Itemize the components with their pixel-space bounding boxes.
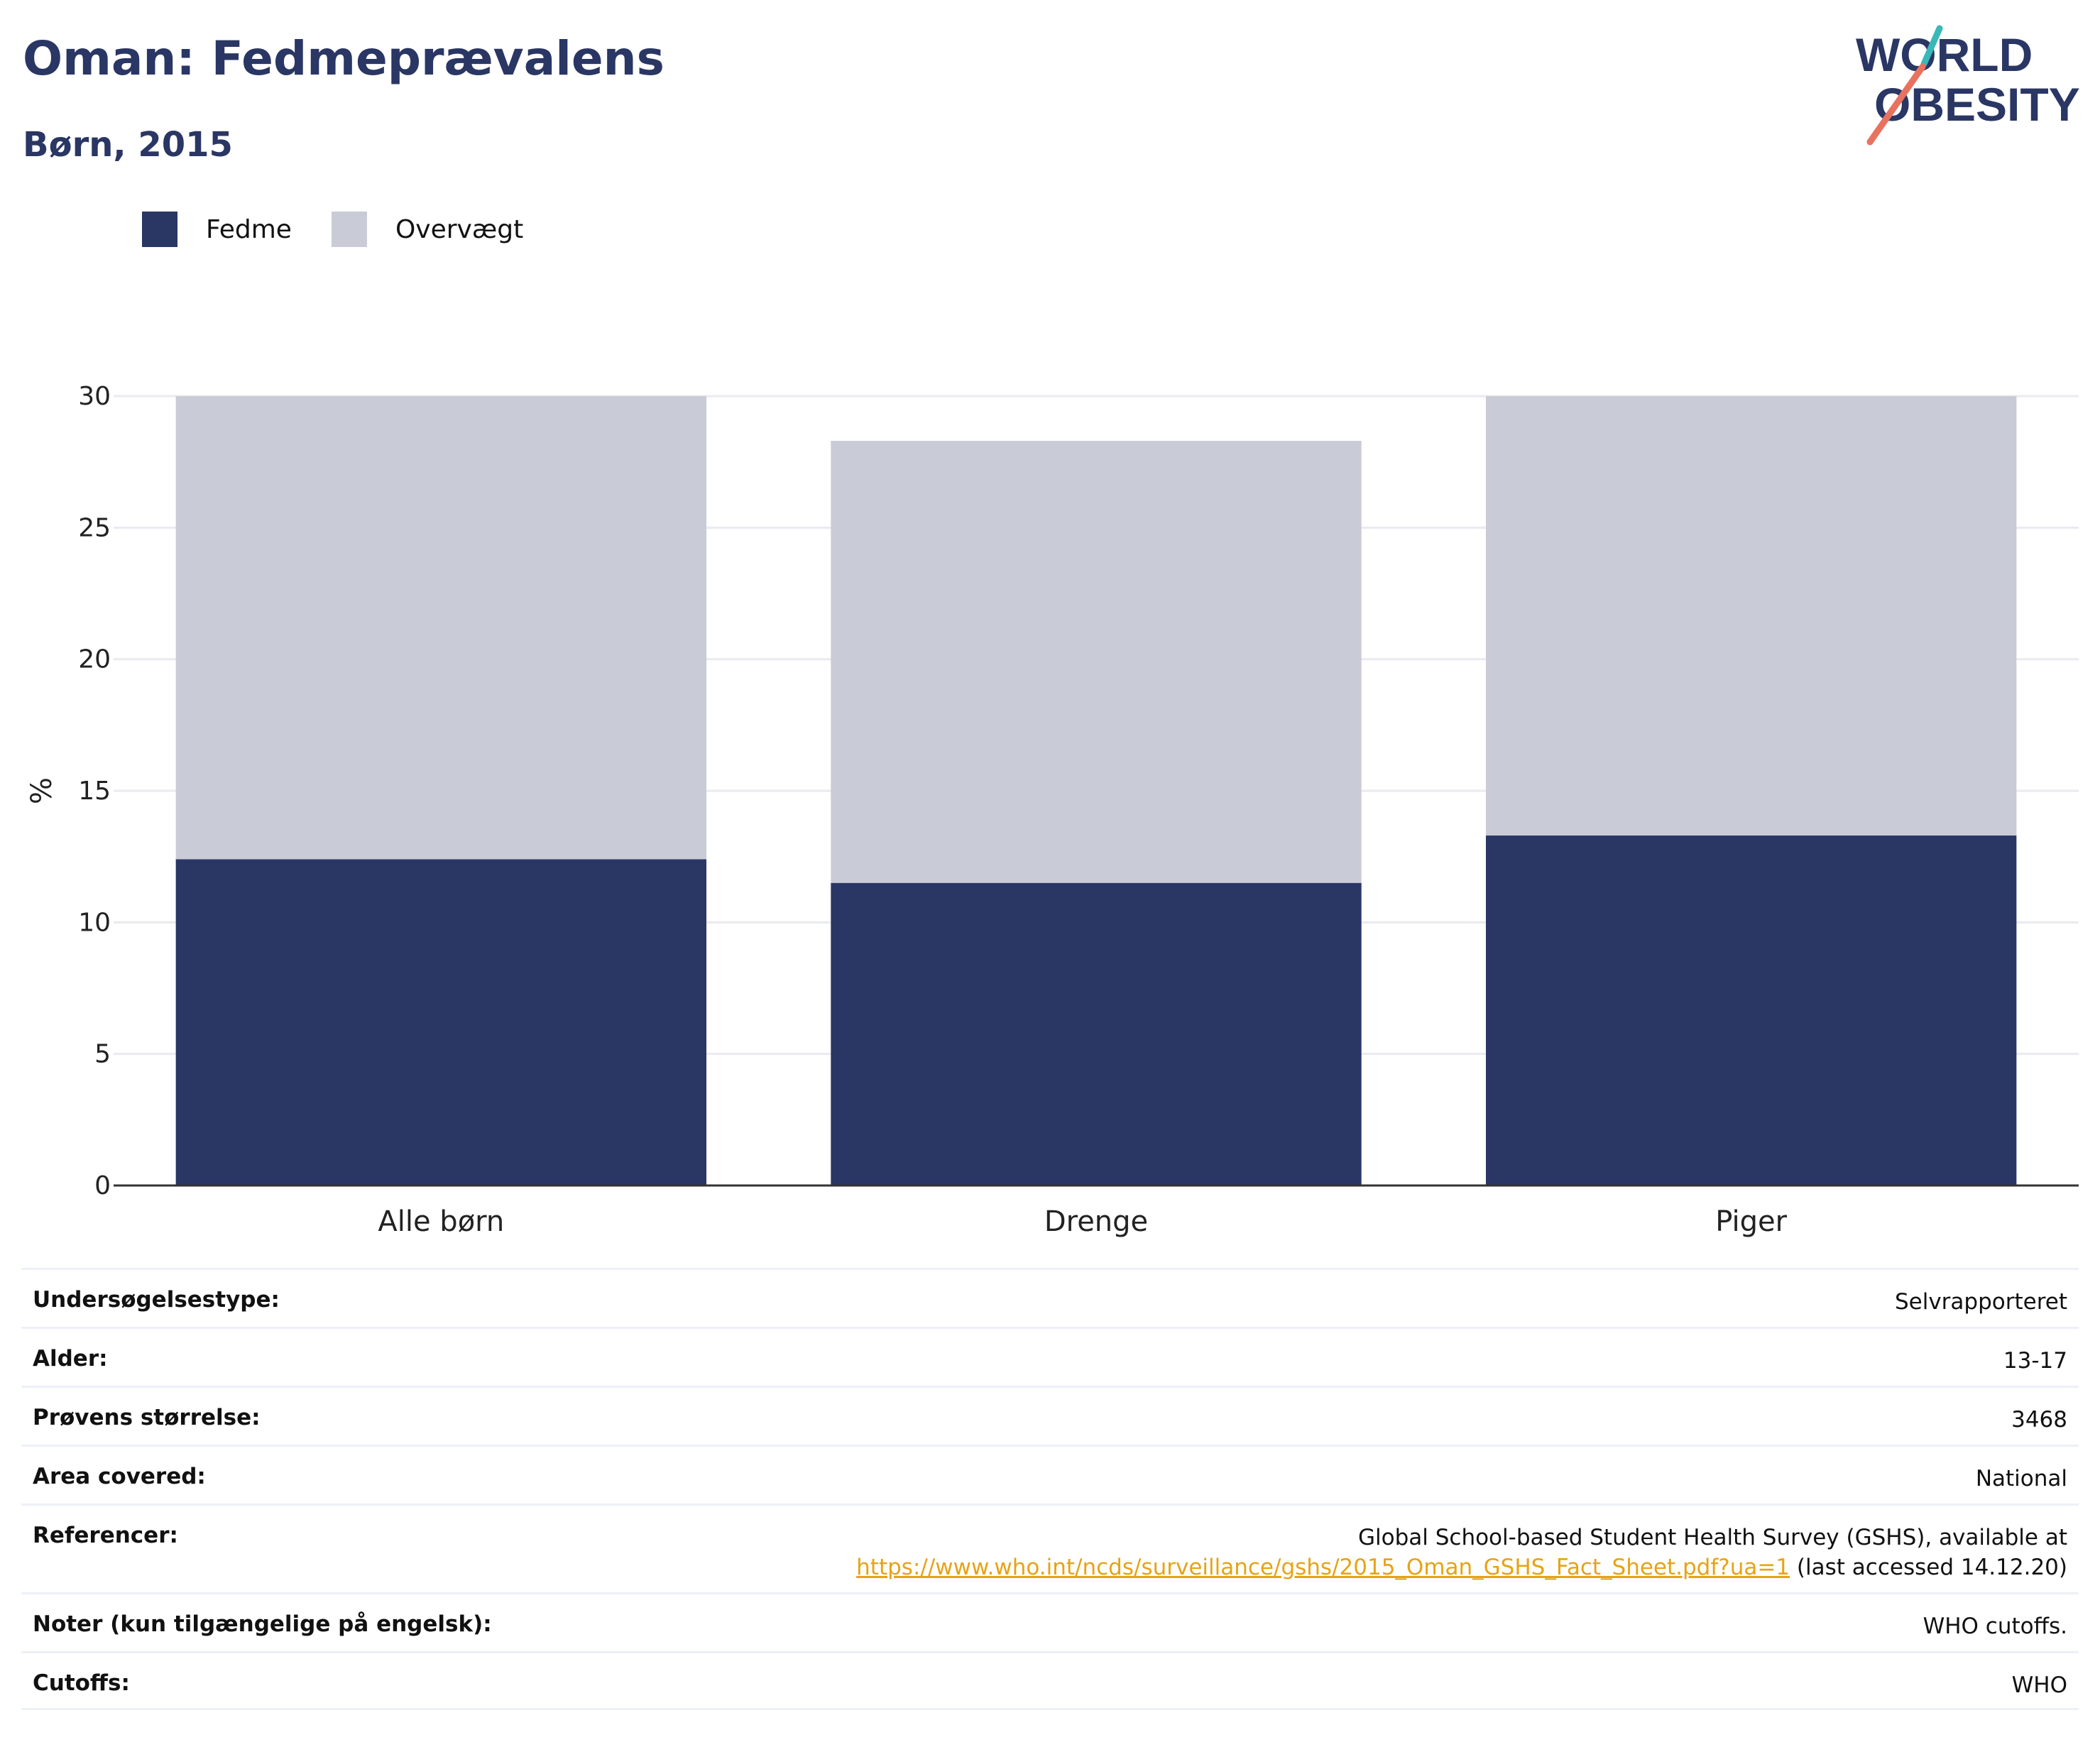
legend-item-fedme[interactable]: Fedme — [142, 212, 292, 247]
age-value: 13-17 — [2003, 1348, 2067, 1374]
x-tick-label: Alle børn — [378, 1205, 504, 1238]
bar-overvaegt-0 — [175, 396, 707, 860]
x-tick-label: Drenge — [1044, 1205, 1148, 1238]
bar-overvaegt-2 — [1485, 396, 2017, 836]
references-value: Global School-based Student Health Surve… — [856, 1523, 2067, 1582]
area-label: Area covered: — [33, 1464, 206, 1489]
logo-slash-coral — [1866, 63, 1926, 146]
survey-type-label: Undersøgelsestype: — [33, 1287, 280, 1313]
y-tick-label: 15 — [78, 777, 111, 806]
legend-swatch-fedme — [142, 212, 177, 247]
chart-subtitle: Børn, 2015 — [23, 125, 233, 165]
survey-type-value: Selvrapporteret — [1894, 1289, 2067, 1315]
info-row-sample-size: Prøvens størrelse: 3468 — [21, 1386, 2079, 1445]
notes-label: Noter (kun tilgængelige på engelsk): — [33, 1611, 492, 1637]
y-tick-label: 20 — [78, 645, 111, 674]
sample-size-label: Prøvens størrelse: — [33, 1405, 261, 1430]
cutoffs-label: Cutoffs: — [33, 1670, 130, 1696]
info-row-references: Referencer: Global School-based Student … — [21, 1504, 2079, 1592]
y-tick-label: 5 — [94, 1040, 111, 1069]
stacked-bar-chart: 0 5 10 15 20 25 30% Alle børn Drenge Piger — [26, 382, 2079, 1238]
references-label: Referencer: — [33, 1523, 178, 1548]
info-row-area: Area covered: National — [21, 1445, 2079, 1504]
references-accessed: (last accessed 14.12.20) — [1790, 1555, 2067, 1580]
bar-overvaegt-1 — [831, 441, 1362, 883]
bar-fedme-1 — [831, 882, 1362, 1185]
notes-value: WHO cutoffs. — [1923, 1614, 2067, 1639]
legend-swatch-overvaegt — [331, 212, 367, 247]
info-row-notes: Noter (kun tilgængelige på engelsk): WHO… — [21, 1592, 2079, 1651]
y-tick-label: 0 — [94, 1171, 111, 1200]
references-text: Global School-based Student Health Surve… — [1357, 1525, 2067, 1550]
legend-label-fedme: Fedme — [206, 214, 292, 244]
cutoffs-value: WHO — [2011, 1672, 2067, 1698]
references-link[interactable]: https://www.who.int/ncds/surveillance/gs… — [856, 1555, 1790, 1580]
y-tick-label: 30 — [78, 382, 111, 411]
legend-item-overvaegt[interactable]: Overvægt — [331, 212, 524, 247]
y-axis-label: % — [26, 777, 58, 804]
info-row-age: Alder: 13-17 — [21, 1327, 2079, 1386]
chart-title: Oman: Fedmeprævalens — [23, 31, 665, 86]
x-tick-label: Piger — [1715, 1205, 1787, 1238]
info-row-survey-type: Undersøgelsestype: Selvrapporteret — [21, 1268, 2079, 1327]
logo-slash-teal — [1920, 25, 1943, 67]
chart-legend: Fedme Overvægt — [142, 212, 563, 247]
y-tick-label: 25 — [78, 513, 111, 542]
bar-fedme-2 — [1485, 836, 2017, 1185]
world-obesity-logo: WORLD OBESITY — [1856, 25, 2080, 146]
bar-fedme-0 — [175, 859, 707, 1185]
age-label: Alder: — [33, 1346, 108, 1371]
info-row-cutoffs: Cutoffs: WHO — [21, 1651, 2079, 1710]
logo-text-world: WORLD — [1856, 28, 2033, 81]
y-tick-label: 10 — [78, 908, 111, 937]
sample-size-value: 3468 — [2011, 1407, 2067, 1433]
legend-label-overvaegt: Overvægt — [395, 214, 524, 244]
info-table: Undersøgelsestype: Selvrapporteret Alder… — [21, 1268, 2079, 1710]
area-value: National — [1975, 1466, 2067, 1491]
